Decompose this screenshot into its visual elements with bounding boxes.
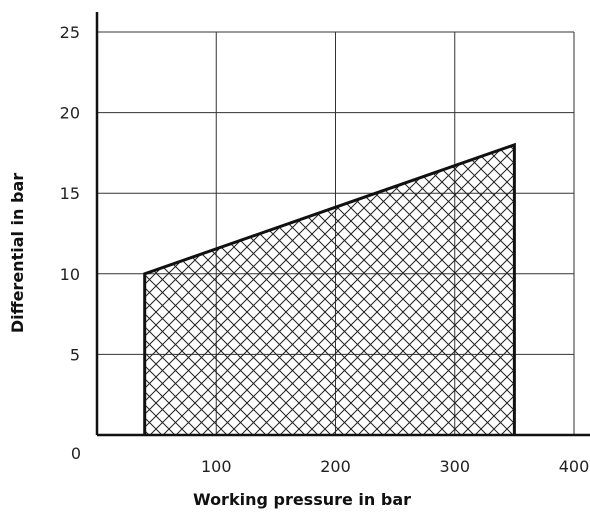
x-tick-label: 400 (559, 457, 590, 476)
y-tick-labels: 5 10 15 20 25 (60, 23, 80, 364)
y-tick-label: 15 (60, 184, 80, 203)
x-tick-label: 200 (320, 457, 351, 476)
origin-label: 0 (71, 444, 81, 463)
area-series (143, 142, 516, 435)
x-tick-label: 300 (439, 457, 470, 476)
y-axis-title: Differential in bar (8, 173, 27, 333)
y-tick-label: 20 (60, 104, 80, 123)
x-axis-title: Working pressure in bar (193, 490, 411, 509)
area-outline (143, 142, 516, 435)
area-fill (144, 144, 515, 435)
x-tick-labels: 100 200 300 400 (201, 457, 589, 476)
y-tick-label: 10 (60, 265, 80, 284)
y-tick-label: 25 (60, 23, 80, 42)
axes (95, 12, 590, 437)
y-tick-label: 5 (70, 345, 80, 364)
x-tick-label: 100 (201, 457, 232, 476)
